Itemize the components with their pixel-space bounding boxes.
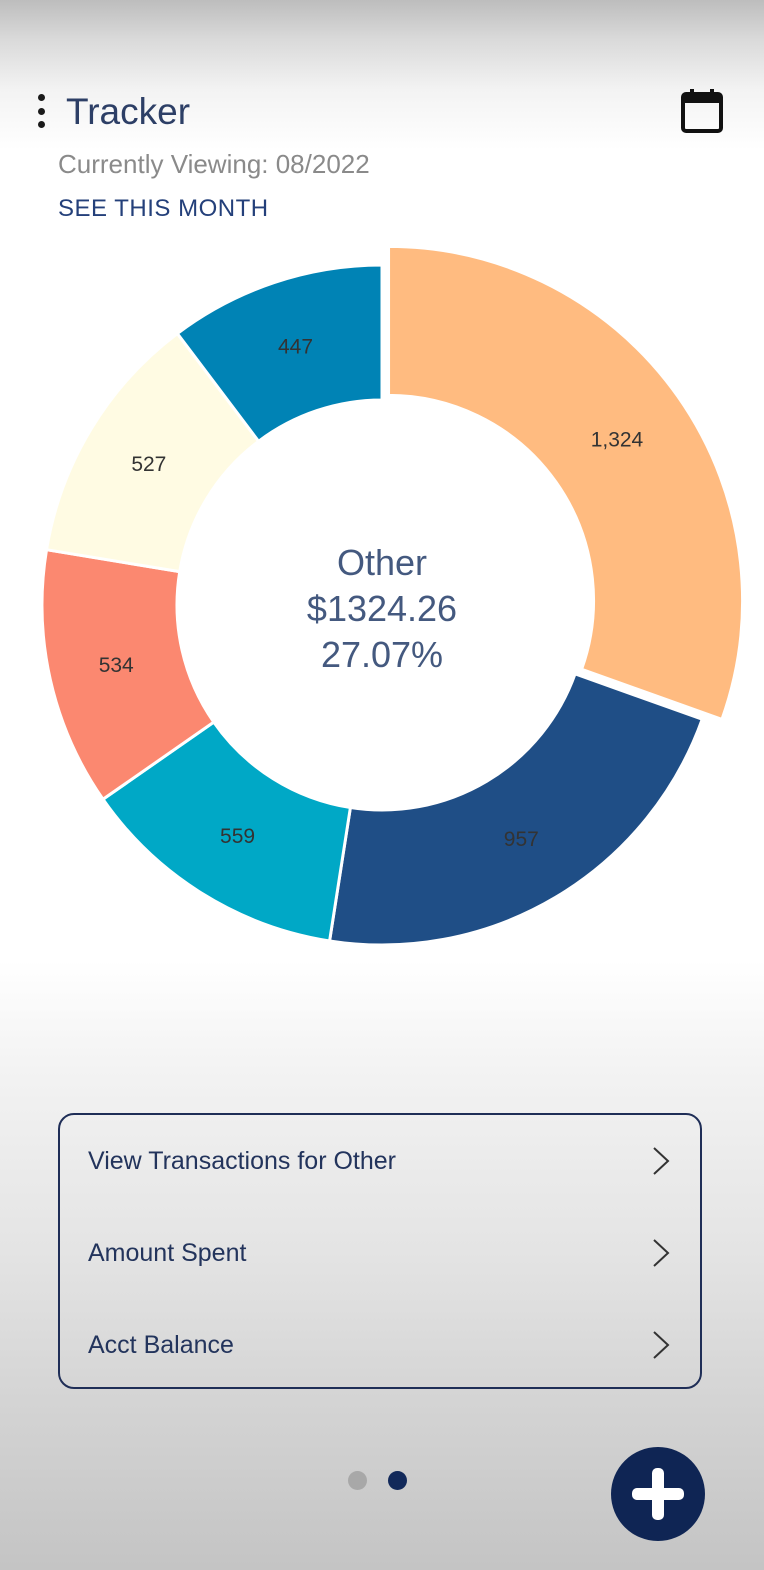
donut-chart-svg: 1,324 957 559 534 527 447 [40, 244, 745, 947]
option-label: Amount Spent [88, 1238, 247, 1267]
page-dot-1[interactable] [348, 1471, 367, 1490]
page-title: Tracker [66, 91, 191, 132]
chevron-right-icon [653, 1239, 670, 1267]
slice-label-4: 527 [131, 453, 166, 476]
add-button[interactable] [611, 1447, 705, 1541]
menu-dot [37, 107, 45, 115]
donut-chart[interactable]: 1,324 957 559 534 527 447 Other $1324.26 27.0… [0, 240, 764, 970]
currently-viewing-label: Currently Viewing: 08/2022 [58, 149, 370, 179]
option-label: View Transactions for Other [88, 1146, 397, 1175]
chart-center-label: Other $1324.26 27.07% [232, 540, 532, 678]
menu-dot [37, 94, 45, 101]
option-label: Acct Balance [88, 1330, 234, 1359]
donut-slice-5[interactable] [175, 263, 384, 444]
selected-category-amount: $1324.26 [306, 588, 458, 629]
options-card: View Transactions for Other Amount Spent… [58, 1113, 702, 1389]
slice-label-2: 559 [220, 825, 255, 848]
plus-icon [632, 1468, 684, 1520]
vertical-dots-icon[interactable] [34, 94, 48, 128]
page-dot-2[interactable] [388, 1471, 407, 1490]
chevron-right-icon [653, 1331, 670, 1359]
amount-spent-row[interactable]: Amount Spent [60, 1207, 700, 1299]
acct-balance-row[interactable]: Acct Balance [60, 1299, 700, 1391]
header: Tracker Currently Viewing: 08/2022 SEE T… [0, 0, 764, 240]
calendar-icon[interactable] [680, 88, 724, 134]
page-indicator [348, 1471, 408, 1491]
selected-category-name: Other [336, 542, 428, 583]
menu-dot [37, 121, 45, 128]
slice-label-0: 1,324 [591, 428, 644, 451]
slice-label-1: 957 [504, 828, 539, 851]
see-this-month-link[interactable]: SEE THIS MONTH [58, 195, 269, 222]
donut-slice-0[interactable] [387, 244, 745, 722]
donut-slice-1[interactable] [327, 671, 705, 947]
slice-label-5: 447 [278, 336, 313, 359]
chevron-right-icon [653, 1147, 670, 1175]
view-transactions-row[interactable]: View Transactions for Other [60, 1115, 700, 1207]
selected-category-percent: 27.07% [320, 634, 444, 675]
slice-label-3: 534 [99, 654, 134, 677]
